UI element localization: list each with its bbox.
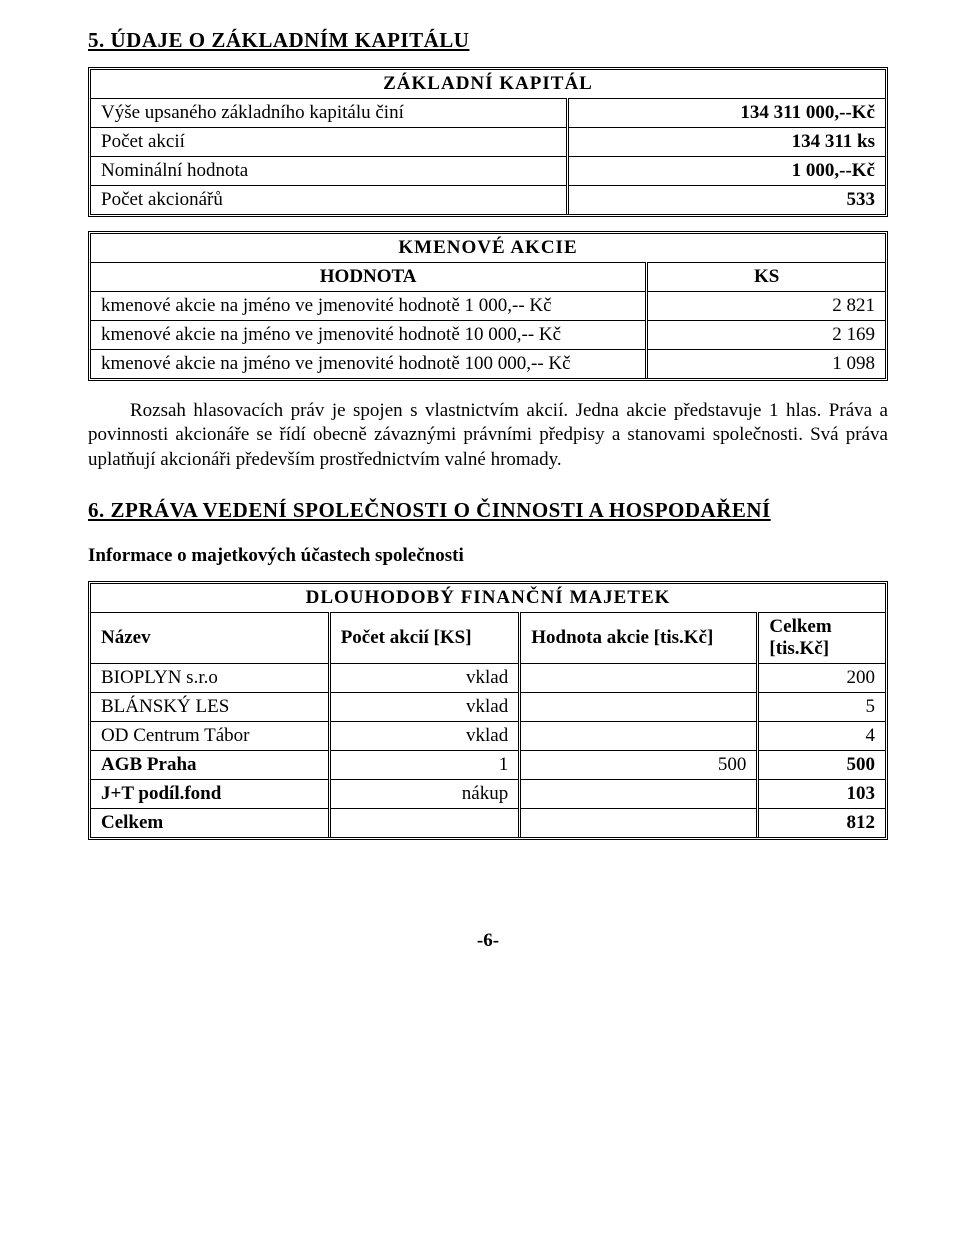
dfm-celkem: 812 bbox=[758, 808, 885, 837]
table-row: J+T podíl.fond nákup 103 bbox=[91, 779, 885, 808]
dfm-nazev: BLÁNSKÝ LES bbox=[91, 692, 329, 721]
dfm-table: DLOUHODOBÝ FINANČNÍ MAJETEK Název Počet … bbox=[88, 581, 888, 840]
dfm-celkem: 103 bbox=[758, 779, 885, 808]
dfm-hodnota bbox=[520, 779, 758, 808]
dfm-hodnota: 500 bbox=[520, 750, 758, 779]
dfm-celkem: 200 bbox=[758, 663, 885, 692]
dfm-pocet: 1 bbox=[329, 750, 520, 779]
dfm-nazev: BIOPLYN s.r.o bbox=[91, 663, 329, 692]
dfm-hodnota bbox=[520, 721, 758, 750]
dfm-hodnota bbox=[520, 663, 758, 692]
dfm-pocet: vklad bbox=[329, 692, 520, 721]
table-row: HODNOTA KS bbox=[91, 263, 885, 292]
km-title: KMENOVÉ AKCIE bbox=[91, 234, 885, 263]
table-row: kmenové akcie na jméno ve jmenovité hodn… bbox=[91, 350, 885, 379]
zk-row-label: Počet akcionářů bbox=[91, 186, 567, 215]
paragraph-rozsah: Rozsah hlasovacích práv je spojen s vlas… bbox=[88, 399, 888, 472]
km-row-value: 1 098 bbox=[647, 350, 885, 379]
dfm-nazev: Celkem bbox=[91, 808, 329, 837]
km-col2-header: KS bbox=[647, 263, 885, 292]
dfm-h-hodnota: Hodnota akcie [tis.Kč] bbox=[520, 612, 758, 663]
dfm-celkem: 5 bbox=[758, 692, 885, 721]
section6-subheading: Informace o majetkových účastech společn… bbox=[88, 545, 888, 567]
dfm-title: DLOUHODOBÝ FINANČNÍ MAJETEK bbox=[91, 584, 885, 613]
dfm-celkem: 500 bbox=[758, 750, 885, 779]
km-row-label: kmenové akcie na jméno ve jmenovité hodn… bbox=[91, 292, 647, 321]
dfm-h-pocet: Počet akcií [KS] bbox=[329, 612, 520, 663]
section6-heading: 6. ZPRÁVA VEDENÍ SPOLEČNOSTI O ČINNOSTI … bbox=[88, 498, 888, 523]
dfm-hodnota bbox=[520, 692, 758, 721]
page-number: -6- bbox=[88, 930, 888, 952]
zk-row-label: Nominální hodnota bbox=[91, 157, 567, 186]
zk-row-label: Výše upsaného základního kapitálu činí bbox=[91, 99, 567, 128]
km-row-value: 2 821 bbox=[647, 292, 885, 321]
dfm-pocet: vklad bbox=[329, 721, 520, 750]
zk-row-value: 533 bbox=[567, 186, 885, 215]
km-row-label: kmenové akcie na jméno ve jmenovité hodn… bbox=[91, 321, 647, 350]
table-row: Výše upsaného základního kapitálu činí 1… bbox=[91, 99, 885, 128]
zk-row-value: 134 311 ks bbox=[567, 128, 885, 157]
zk-row-value: 1 000,--Kč bbox=[567, 157, 885, 186]
km-row-value: 2 169 bbox=[647, 321, 885, 350]
section5-heading: 5. ÚDAJE O ZÁKLADNÍM KAPITÁLU bbox=[88, 28, 888, 53]
table-row: kmenové akcie na jméno ve jmenovité hodn… bbox=[91, 292, 885, 321]
zk-title: ZÁKLADNÍ KAPITÁL bbox=[91, 70, 885, 99]
dfm-nazev: J+T podíl.fond bbox=[91, 779, 329, 808]
dfm-nazev: AGB Praha bbox=[91, 750, 329, 779]
zakladni-kapital-table: ZÁKLADNÍ KAPITÁL Výše upsaného základníh… bbox=[88, 67, 888, 217]
table-row: Název Počet akcií [KS] Hodnota akcie [ti… bbox=[91, 612, 885, 663]
dfm-nazev: OD Centrum Tábor bbox=[91, 721, 329, 750]
dfm-pocet: vklad bbox=[329, 663, 520, 692]
table-row: OD Centrum Tábor vklad 4 bbox=[91, 721, 885, 750]
dfm-pocet bbox=[329, 808, 520, 837]
dfm-h-celkem: Celkem [tis.Kč] bbox=[758, 612, 885, 663]
km-col1-header: HODNOTA bbox=[91, 263, 647, 292]
table-row: BIOPLYN s.r.o vklad 200 bbox=[91, 663, 885, 692]
dfm-h-nazev: Název bbox=[91, 612, 329, 663]
page: 5. ÚDAJE O ZÁKLADNÍM KAPITÁLU ZÁKLADNÍ K… bbox=[0, 0, 960, 992]
dfm-celkem: 4 bbox=[758, 721, 885, 750]
zk-row-label: Počet akcií bbox=[91, 128, 567, 157]
table-row: kmenové akcie na jméno ve jmenovité hodn… bbox=[91, 321, 885, 350]
table-row: Celkem 812 bbox=[91, 808, 885, 837]
table-row: Nominální hodnota 1 000,--Kč bbox=[91, 157, 885, 186]
km-row-label: kmenové akcie na jméno ve jmenovité hodn… bbox=[91, 350, 647, 379]
table-row: Počet akcií 134 311 ks bbox=[91, 128, 885, 157]
kmenove-akcie-table: KMENOVÉ AKCIE HODNOTA KS kmenové akcie n… bbox=[88, 231, 888, 381]
table-row: AGB Praha 1 500 500 bbox=[91, 750, 885, 779]
zk-row-value: 134 311 000,--Kč bbox=[567, 99, 885, 128]
table-row: Počet akcionářů 533 bbox=[91, 186, 885, 215]
dfm-hodnota bbox=[520, 808, 758, 837]
table-row: BLÁNSKÝ LES vklad 5 bbox=[91, 692, 885, 721]
dfm-pocet: nákup bbox=[329, 779, 520, 808]
